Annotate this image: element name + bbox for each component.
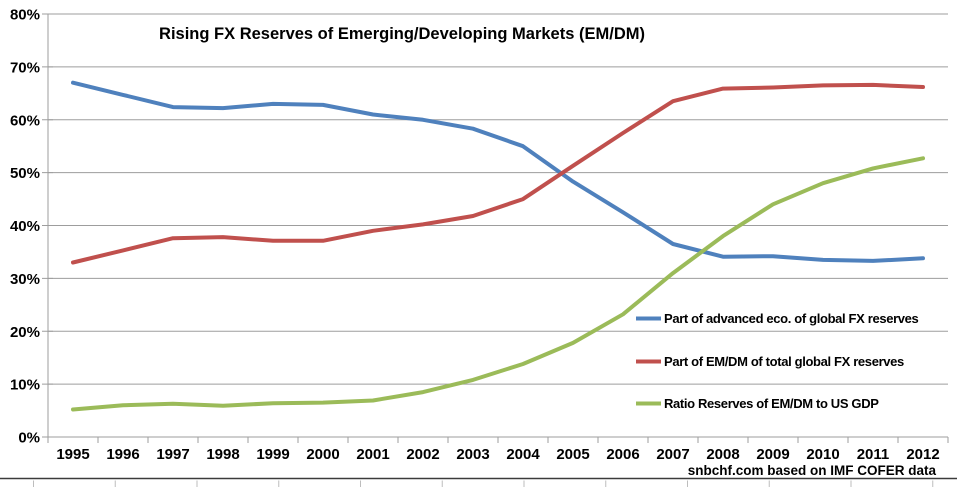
- gridlines: [48, 13, 948, 438]
- series-line-0: [71, 80, 925, 263]
- legend-label-advanced: Part of advanced eco. of global FX reser…: [664, 311, 919, 326]
- x-axis-label: 2006: [606, 446, 639, 463]
- x-axis-label: 1998: [206, 446, 239, 463]
- legend-label-emdm: Part of EM/DM of total global FX reserve…: [664, 354, 904, 369]
- x-axis-label: 2000: [306, 446, 339, 463]
- x-axis-label: 2008: [706, 446, 739, 463]
- y-axis-label: 50%: [10, 165, 40, 182]
- axes-and-ticks: [42, 13, 949, 443]
- series-lines: [71, 80, 925, 412]
- y-axis-label: 80%: [10, 7, 40, 24]
- axis-labels: 0% 10% 20% 30% 40% 50% 60% 70% 80% 1995 1996 1997 19…: [10, 7, 940, 464]
- y-axis-label: 20%: [10, 324, 40, 341]
- y-axis-label: 70%: [10, 59, 40, 76]
- x-axis-label: 2012: [906, 446, 939, 463]
- x-axis-label: 1999: [256, 446, 289, 463]
- x-axis-label: 2011: [857, 446, 890, 463]
- spreadsheet-remnant: [0, 477, 957, 487]
- y-axis-label: 10%: [10, 377, 40, 394]
- x-axis-label: 1995: [56, 446, 89, 463]
- x-axis-label: 2010: [806, 446, 839, 463]
- y-axis-label: 60%: [10, 112, 40, 129]
- legend-item-emdm: Part of EM/DM of total global FX reserve…: [636, 354, 904, 369]
- series-line-2: [71, 156, 925, 412]
- x-axis-label: 2009: [756, 446, 789, 463]
- x-axis-label: 1997: [156, 446, 189, 463]
- legend-label-ratio: Ratio Reserves of EM/DM to US GDP: [664, 396, 879, 411]
- y-axis-label: 0%: [18, 430, 40, 447]
- x-axis-label: 2002: [406, 446, 439, 463]
- chart-title: Rising FX Reserves of Emerging/Developin…: [159, 25, 645, 43]
- x-axis-label: 2001: [356, 446, 389, 463]
- y-axis-label: 30%: [10, 271, 40, 288]
- x-axis-label: 2005: [556, 446, 589, 463]
- legend: Part of advanced eco. of global FX reser…: [636, 311, 919, 411]
- x-axis-label: 2003: [456, 446, 489, 463]
- series-line-1: [71, 82, 925, 265]
- x-axis-label: 2004: [506, 446, 540, 463]
- attribution-text: snbchf.com based on IMF COFER data: [688, 463, 937, 478]
- y-axis-label: 40%: [10, 218, 40, 235]
- legend-item-ratio: Ratio Reserves of EM/DM to US GDP: [636, 396, 880, 411]
- x-axis-label: 1996: [106, 446, 139, 463]
- legend-item-advanced: Part of advanced eco. of global FX reser…: [636, 311, 919, 326]
- x-axis-label: 2007: [656, 446, 689, 463]
